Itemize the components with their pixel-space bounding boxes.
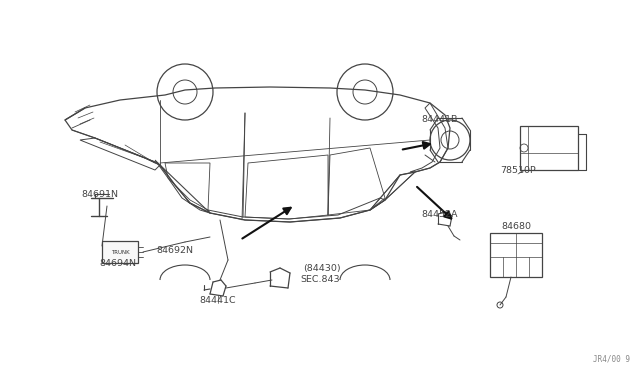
Text: 84441B: 84441B — [422, 115, 458, 124]
Text: 84694N: 84694N — [99, 259, 136, 268]
Text: 84691N: 84691N — [81, 190, 118, 199]
Polygon shape — [102, 241, 138, 263]
Text: 84680: 84680 — [501, 222, 531, 231]
Text: SEC.843: SEC.843 — [300, 276, 340, 285]
Text: JR4/00 9: JR4/00 9 — [593, 355, 630, 364]
Text: 84452A: 84452A — [422, 210, 458, 219]
Text: 78510P: 78510P — [500, 166, 536, 175]
Text: (84430): (84430) — [303, 263, 340, 273]
Text: 84441C: 84441C — [200, 296, 236, 305]
Text: TRUNK: TRUNK — [111, 250, 129, 254]
Text: 84692N: 84692N — [157, 246, 193, 255]
